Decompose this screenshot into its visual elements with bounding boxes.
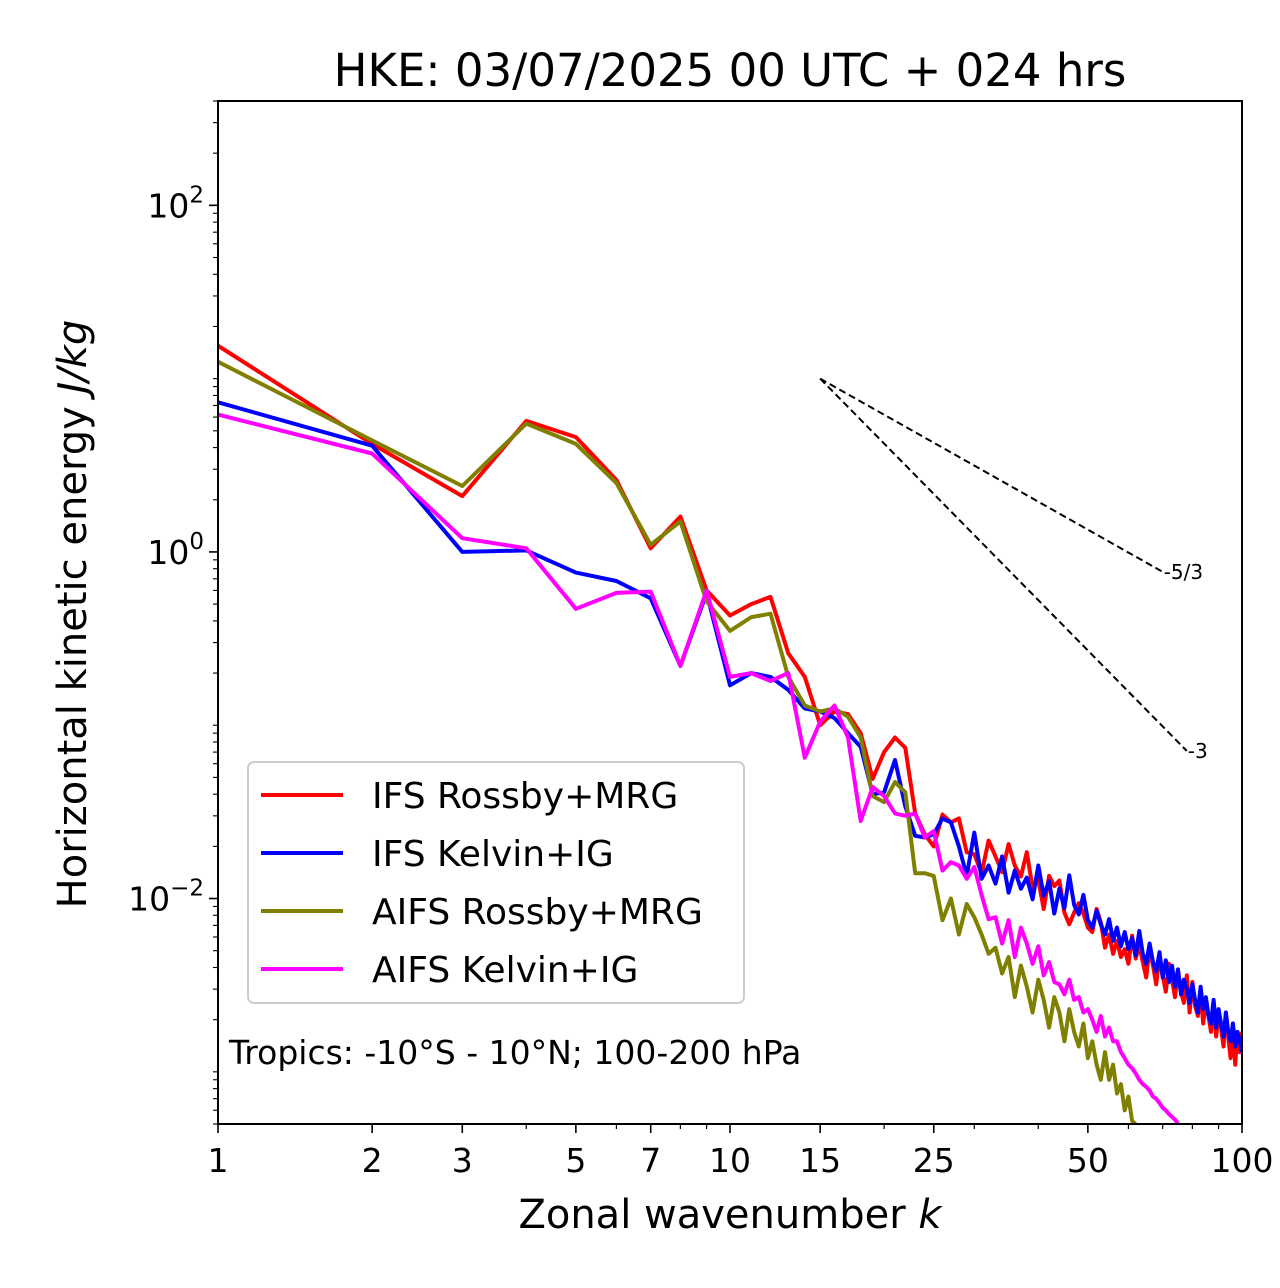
legend-label: AIFS Rossby+MRG [372,892,703,933]
chart-title: HKE: 03/07/2025 00 UTC + 024 hrs [334,44,1127,97]
x-tick-label: 5 [565,1141,586,1180]
reference-slope-lines [819,377,1188,752]
x-axis-label: Zonal wavenumber k [518,1192,943,1238]
x-tick-label: 50 [1067,1141,1109,1180]
series-line [218,400,1242,1053]
y-axis-label: Horizontal kinetic energy J/kg [50,320,96,909]
region-annotation: Tropics: -10°S - 10°N; 100-200 hPa [228,1033,801,1072]
y-tick-label: 100 [147,529,204,572]
series-line [218,360,1137,1124]
legend-label: AIFS Kelvin+IG [372,950,638,991]
series-line [218,412,1181,1124]
x-tick-label: 15 [799,1141,841,1180]
x-tick-label: 10 [709,1141,751,1180]
x-tick-label: 25 [913,1141,955,1180]
slope-label: -5/3 [1164,560,1203,584]
legend-box [247,761,745,1004]
legend-label: IFS Kelvin+IG [372,834,614,875]
x-tick-label: 2 [362,1141,383,1180]
plot-frame [217,100,1243,1125]
legend-label: IFS Rossby+MRG [372,776,678,817]
x-tick-label: 7 [640,1141,661,1180]
y-tick-label: 102 [147,182,204,225]
axis-ticks: 1 2 3 5 7 10 15 25 50 100 10−2 100 102 -5/3 -3 [128,100,1274,1180]
reference-slope-line [819,377,1188,752]
series-lines [218,344,1242,1124]
x-tick-label: 1 [208,1141,229,1180]
legend: IFS Rossby+MRG IFS Kelvin+IG AIFS Rossby+M… [247,761,745,1004]
y-tick-label: 10−2 [128,876,204,919]
x-tick-label: 100 [1211,1141,1274,1180]
slope-label: -3 [1188,739,1208,763]
x-tick-label: 3 [452,1141,473,1180]
